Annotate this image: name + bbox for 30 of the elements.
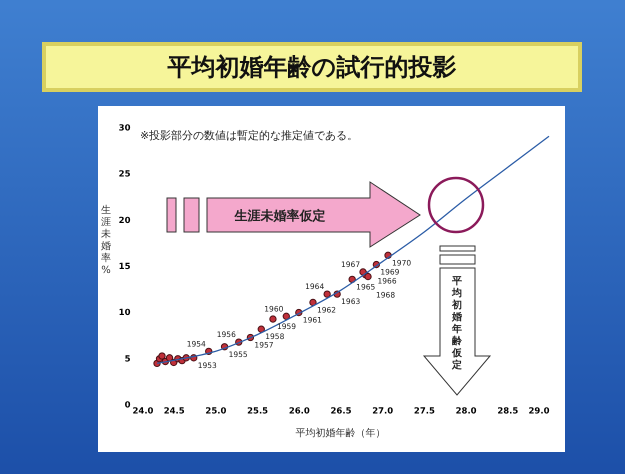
x-tick-label: 24.5: [164, 406, 185, 416]
x-tick-label: 29.0: [528, 406, 550, 416]
y-tick-label: 5: [124, 354, 131, 364]
x-tick-label: 27.0: [372, 406, 394, 416]
x-tick-label: 25.5: [247, 406, 268, 416]
y-tick-label: 20: [118, 216, 131, 226]
point: [364, 272, 372, 280]
x-tick-label: 25.0: [205, 406, 226, 416]
annotation: ※投影部分の数値は暫定的な推定値である。: [140, 128, 358, 143]
x-axis-title: 平均初婚年齢（年）: [294, 426, 386, 440]
point: [269, 315, 277, 323]
x-tick-label: 26.5: [330, 406, 352, 416]
point: [323, 290, 331, 298]
annotation: 平均初婚年齢仮定: [451, 276, 463, 371]
y-tick-label: 0: [124, 400, 131, 410]
x-tick-label: 28.0: [456, 406, 477, 416]
y-axis-title: 生涯未婚率%: [100, 205, 112, 277]
point: [158, 352, 166, 360]
x-tick-label: 26.0: [288, 406, 310, 416]
x-tick-label: 27.5: [414, 406, 435, 416]
chart-title: 平均初婚年齢の試行的投影: [42, 42, 582, 92]
point: [282, 312, 290, 320]
x-tick-label: 28.5: [497, 406, 518, 416]
y-tick-label: 10: [118, 308, 131, 318]
x-tick-label: 24.0: [132, 406, 154, 416]
y-tick-label: 25: [118, 170, 131, 180]
y-tick-label: 15: [118, 262, 131, 272]
y-tick-label: 30: [118, 124, 131, 134]
annotation: 生涯未婚率仮定: [234, 208, 326, 224]
point: [258, 326, 265, 333]
